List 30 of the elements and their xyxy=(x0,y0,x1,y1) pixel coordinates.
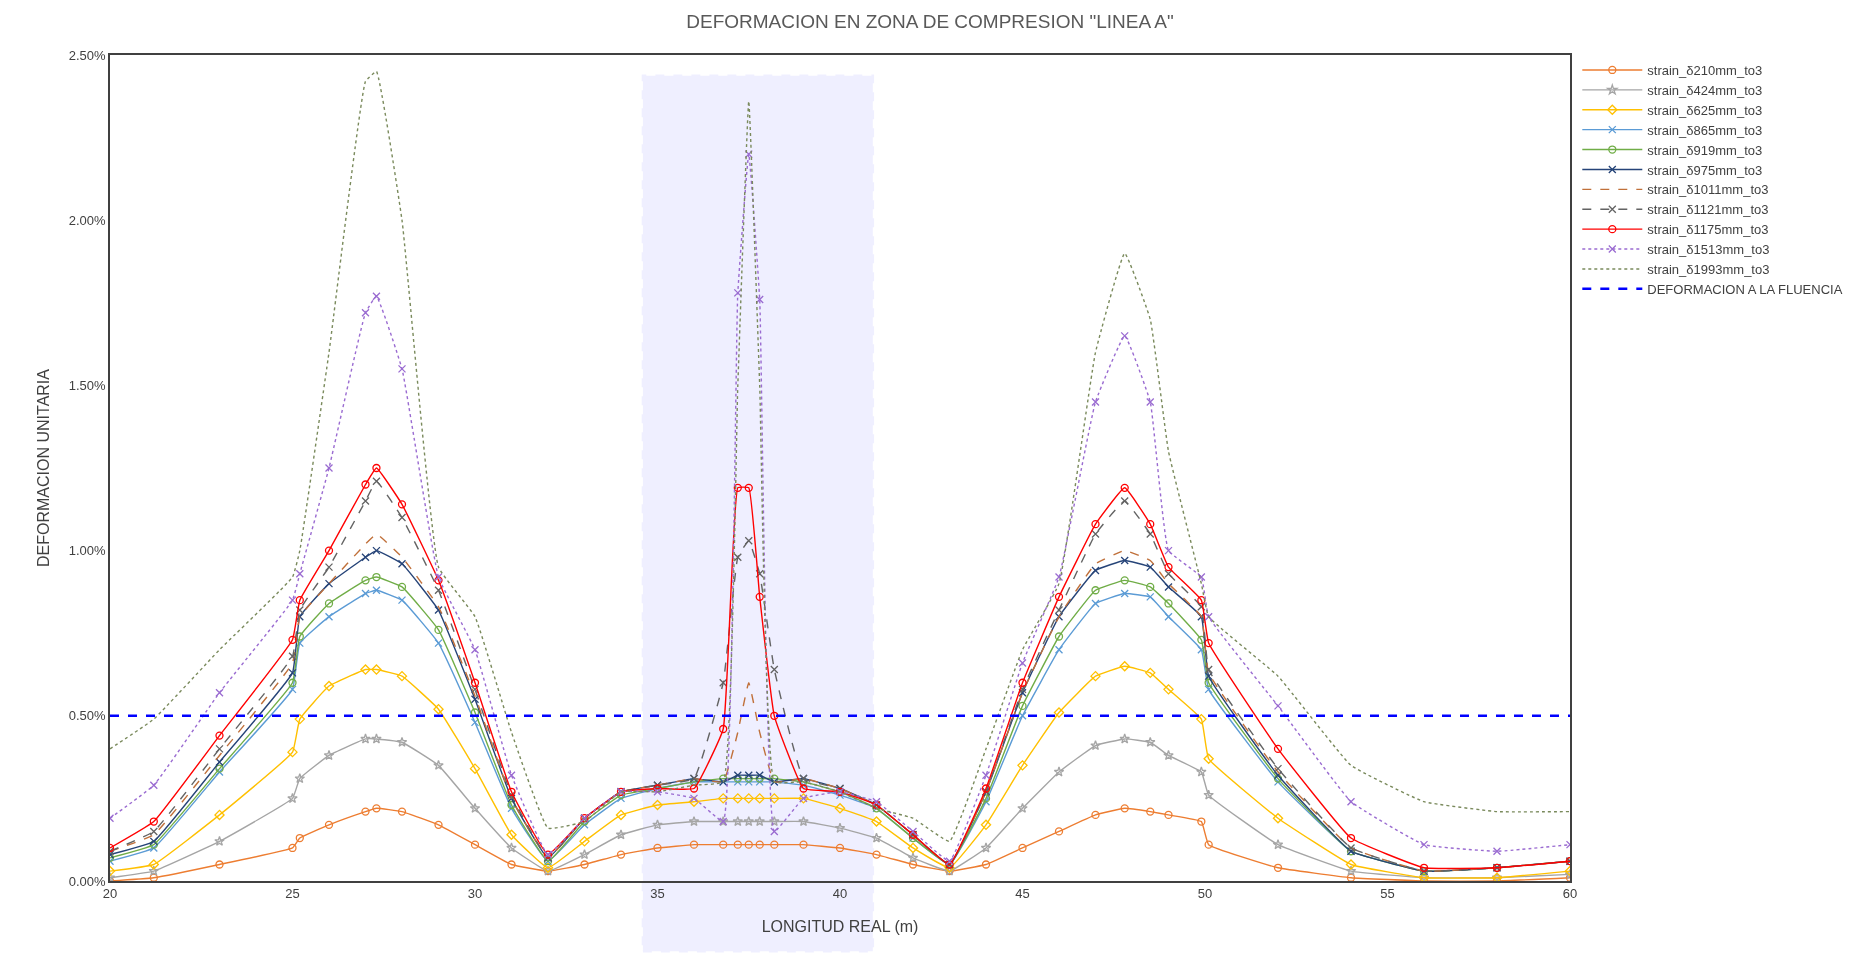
x-tick-label: 20 xyxy=(102,886,118,902)
legend-label: strain_δ919mm_to3 xyxy=(1647,142,1763,158)
legend-label: strain_δ1993mm_to3 xyxy=(1647,262,1770,278)
legend-label: strain_δ1121mm_to3 xyxy=(1647,202,1769,218)
x-tick-label: 40 xyxy=(832,886,848,902)
x-tick-label: 50 xyxy=(1197,886,1213,902)
legend-label: DEFORMACION A LA FLUENCIA xyxy=(1647,281,1843,297)
y-tick-label: 2.00% xyxy=(68,212,107,228)
legend-label: strain_δ625mm_to3 xyxy=(1647,102,1763,118)
legend-label: strain_δ1175mm_to3 xyxy=(1647,222,1769,238)
y-tick-label: 2.50% xyxy=(68,47,107,63)
x-tick-label: 35 xyxy=(650,886,665,902)
x-axis-title: LONGITUD REAL (m) xyxy=(761,917,919,935)
x-tick-label: 45 xyxy=(1015,886,1030,902)
legend-label: strain_δ1513mm_to3 xyxy=(1647,242,1770,258)
y-tick-label: 0.00% xyxy=(68,873,107,889)
y-tick-label: 1.50% xyxy=(68,377,107,393)
x-tick-label: 30 xyxy=(467,886,483,902)
y-tick-label: 0.50% xyxy=(68,708,107,724)
chart-title: DEFORMACION EN ZONA DE COMPRESION "LINEA A" xyxy=(686,10,1174,32)
x-tick-label: 60 xyxy=(1562,886,1578,902)
y-axis-title: DEFORMACION UNITARIA xyxy=(35,368,53,567)
legend-label: strain_δ865mm_to3 xyxy=(1647,122,1763,138)
legend-label: strain_δ210mm_to3 xyxy=(1647,63,1763,79)
x-tick-label: 25 xyxy=(285,886,300,902)
y-tick-label: 1.00% xyxy=(68,543,107,559)
legend-label: strain_δ1011mm_to3 xyxy=(1647,182,1769,198)
legend-label: strain_δ424mm_to3 xyxy=(1647,82,1763,98)
legend-label: strain_δ975mm_to3 xyxy=(1647,162,1763,178)
x-tick-label: 55 xyxy=(1380,886,1395,902)
